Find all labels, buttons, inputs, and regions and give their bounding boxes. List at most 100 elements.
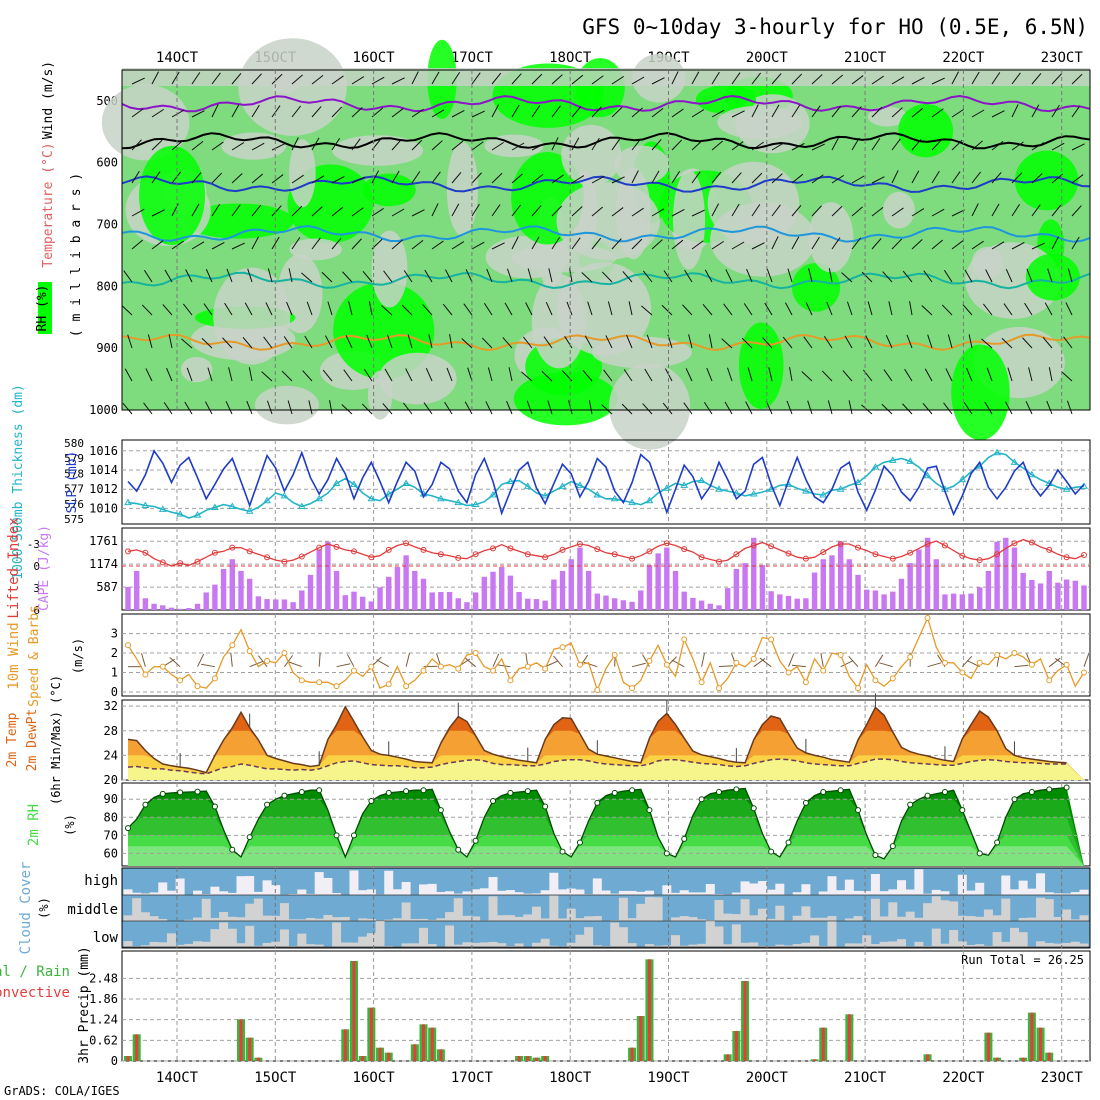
- wind-barb: [631, 207, 644, 217]
- cloud-cell: [601, 890, 611, 895]
- wind-speed-marker: [872, 677, 879, 684]
- lifted-marker: [142, 549, 149, 556]
- wind-barb: [951, 139, 963, 151]
- cloud-cell: [306, 944, 316, 947]
- lifted-marker: [663, 540, 670, 547]
- wind-barb: [631, 170, 639, 184]
- cloud-cell: [149, 916, 159, 921]
- thickness-marker: [141, 501, 150, 509]
- wind-barb: [382, 403, 393, 415]
- wind-speed-marker: [194, 683, 201, 690]
- wind-speed-marker: [159, 663, 166, 670]
- pressure-tick-label: 1000: [89, 403, 118, 417]
- cloud-cell: [540, 890, 550, 895]
- cloud-cell: [801, 942, 811, 947]
- wind-barb: [951, 240, 964, 250]
- wind-barb: [882, 271, 893, 283]
- cape-bar: [464, 602, 470, 610]
- wind-barb: [691, 140, 703, 151]
- lifted-marker: [785, 550, 792, 557]
- wind-barb: [302, 370, 313, 382]
- wind-barb: [671, 170, 681, 184]
- wind-barb: [1031, 242, 1045, 250]
- cape-bar: [959, 594, 966, 610]
- rh2m-marker: [542, 803, 549, 810]
- cloud-cell: [1018, 880, 1028, 895]
- rh2m-tick-label: 60: [104, 846, 118, 860]
- rh2m-marker: [646, 807, 653, 814]
- wind-barb: [911, 138, 922, 151]
- wind-barb: [431, 203, 439, 217]
- wind-barb: [151, 209, 165, 217]
- lifted-marker: [750, 542, 757, 549]
- wind-barb: [211, 241, 225, 250]
- wind-speed-marker: [715, 685, 722, 692]
- wind-barb: [431, 109, 445, 118]
- wind-speed-marker: [437, 663, 444, 670]
- wind-barb-10m: [848, 655, 859, 668]
- wind-barb: [391, 139, 402, 151]
- wind-barb: [902, 270, 913, 283]
- cloud-cell: [193, 890, 203, 895]
- precip-convective-bar: [526, 1056, 530, 1061]
- thickness-marker: [628, 498, 636, 506]
- wind-barb: [747, 367, 753, 382]
- cloud-cell: [766, 946, 776, 947]
- wind-barb: [191, 72, 201, 85]
- thickness-marker: [662, 484, 671, 491]
- rh2m-marker: [281, 792, 288, 799]
- footer-credit: GrADS: COLA/IGES: [4, 1084, 120, 1098]
- rh-dry-patch: [446, 141, 479, 237]
- wind-barb: [411, 209, 425, 217]
- thickness-marker: [367, 494, 376, 502]
- wind-barb: [566, 301, 573, 316]
- rh2m-marker: [1028, 789, 1035, 796]
- wind-speed-marker: [1046, 677, 1053, 684]
- precip-convective-bar: [630, 1047, 634, 1061]
- cloud-cell: [418, 918, 428, 921]
- wind-barb: [651, 77, 665, 85]
- wind-speed-marker: [298, 677, 305, 684]
- wind-barb: [428, 334, 433, 349]
- rh2m-marker: [855, 807, 862, 814]
- cloud-cell: [471, 942, 481, 947]
- cloud-cell: [149, 892, 159, 895]
- thickness-marker: [1010, 458, 1019, 465]
- cloud-cell: [262, 880, 272, 895]
- wind-barb: [331, 175, 345, 184]
- wind-barb: [545, 302, 553, 316]
- cloud-cell: [749, 915, 759, 921]
- cloud-cell: [792, 944, 802, 947]
- rh2m-marker: [420, 787, 427, 794]
- cloud-cell: [792, 915, 802, 921]
- wind-barb: [851, 137, 860, 151]
- lifted-marker: [559, 546, 566, 553]
- cloud-cell: [931, 896, 941, 921]
- wind-barb: [163, 402, 173, 415]
- wind-barb: [1025, 401, 1033, 415]
- wind-barb: [511, 173, 523, 184]
- cloud-cell: [340, 942, 350, 947]
- wind-speed-marker: [281, 650, 288, 657]
- cloud-cell: [358, 890, 368, 895]
- wind-barb: [871, 206, 884, 217]
- wind-legend-label: Wind (m/s): [41, 61, 56, 139]
- wind-barb-10m: [961, 655, 973, 668]
- wind-barb: [771, 173, 783, 184]
- wind-barb: [725, 269, 733, 283]
- wind-barb: [1011, 141, 1024, 151]
- cape-bar: [133, 570, 140, 610]
- wind-barb: [391, 239, 403, 250]
- cloud-cell: [193, 941, 203, 947]
- cloud-cell: [366, 889, 376, 895]
- x-tick-label-bottom: 18OCT: [549, 1070, 592, 1086]
- thickness-marker: [871, 463, 880, 470]
- wind-barb: [291, 237, 301, 250]
- wind-barb: [731, 241, 745, 250]
- rh-moist-patch: [738, 322, 784, 409]
- thickness-marker: [715, 485, 723, 492]
- wind-speed-marker: [629, 685, 636, 692]
- precip-convective-bar: [813, 1059, 817, 1061]
- wind-barb: [751, 172, 763, 184]
- wind-barb: [511, 204, 522, 217]
